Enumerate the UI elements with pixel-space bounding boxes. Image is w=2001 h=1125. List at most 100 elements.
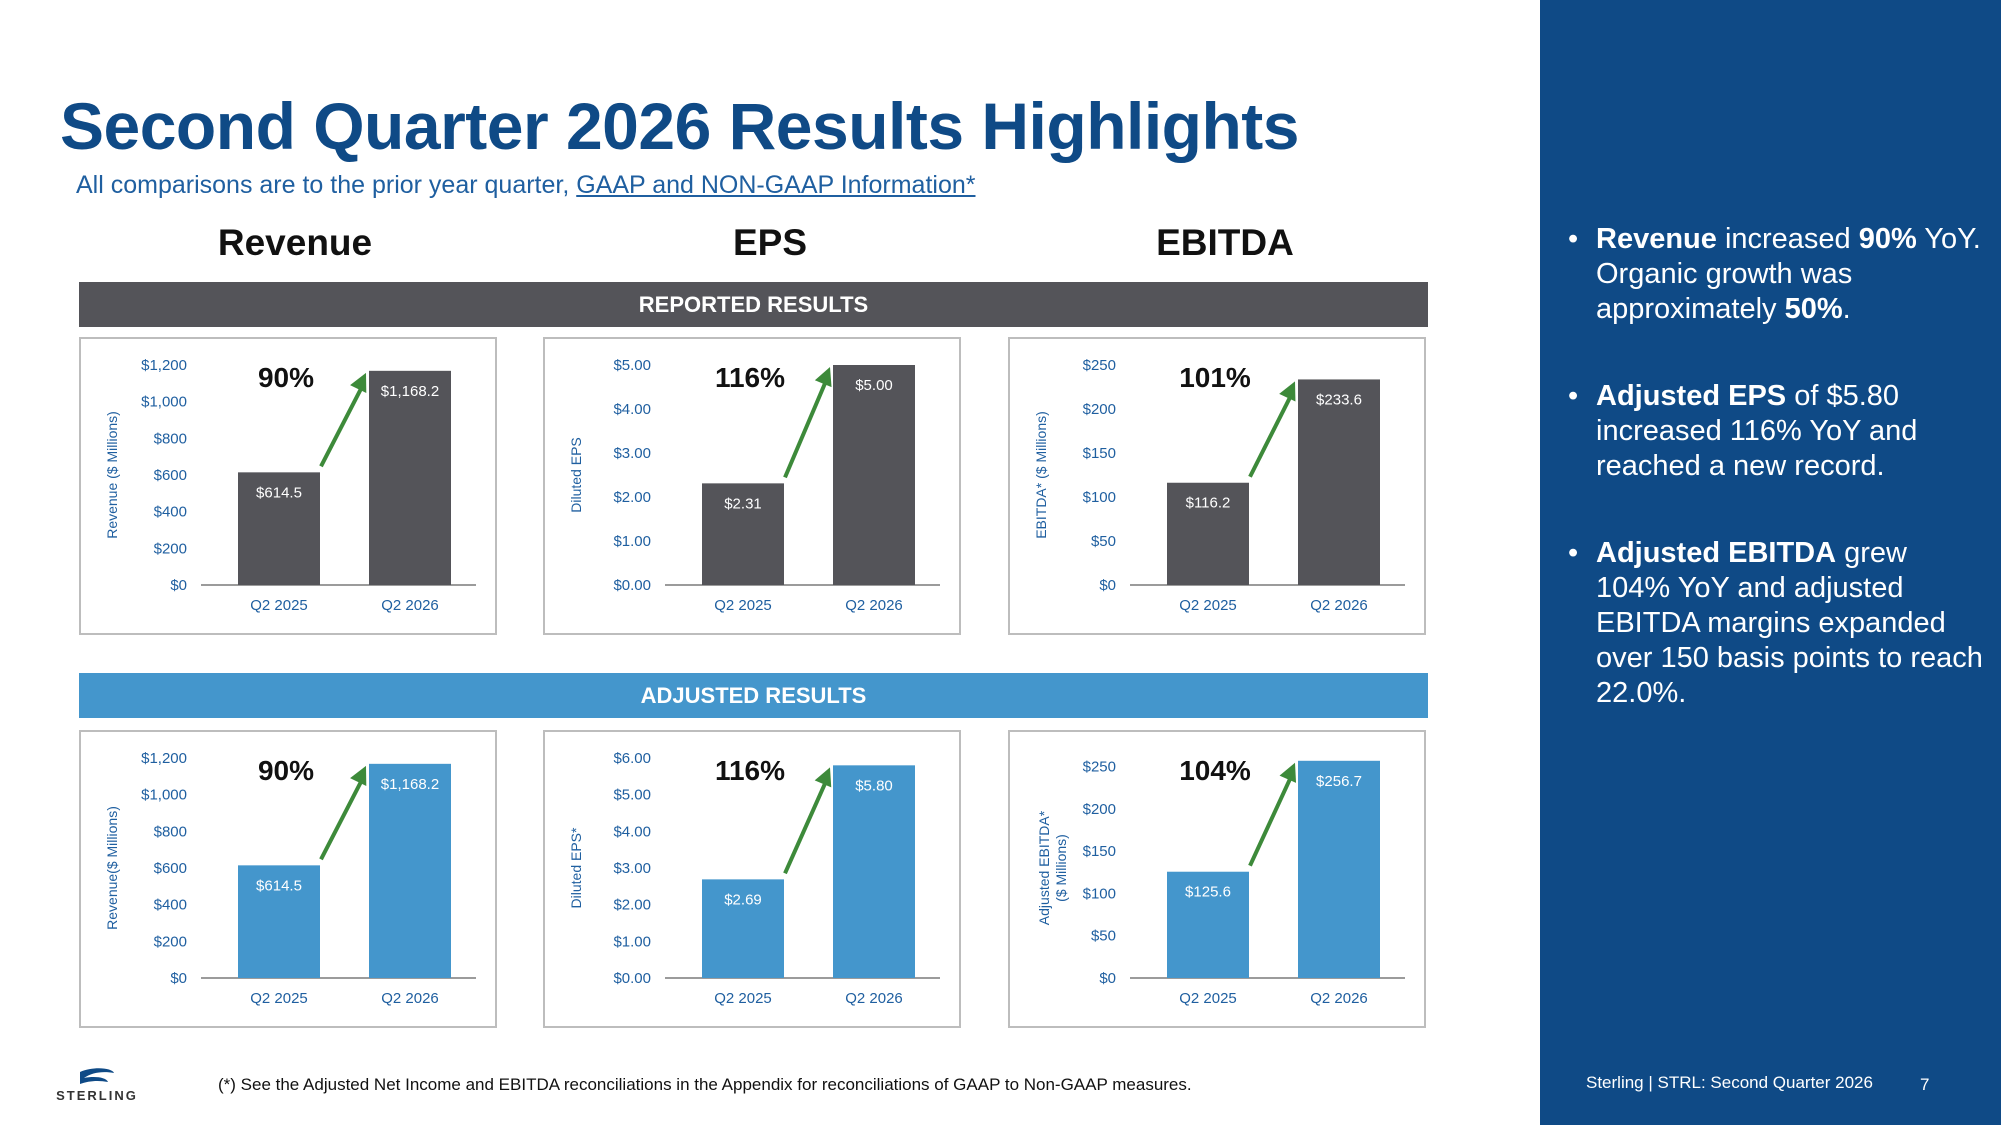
- y-axis-title: Adjusted EBITDA*: [1036, 810, 1052, 925]
- y-axis-title: Revenue ($ Millions): [104, 411, 120, 539]
- ebitda-column-heading: EBITDA: [1156, 222, 1294, 263]
- page-title: Second Quarter 2026 Results Highlights: [60, 89, 1300, 163]
- ebitda-adjusted-chart-svg: $0 $50 $100 $150 $200 $250 Adjusted EBITDA* ($ …: [1036, 755, 1405, 1007]
- bar-q2-2025: [702, 879, 784, 978]
- y-tick-label: $0.00: [613, 970, 651, 987]
- sterling-logo-mark: [80, 1068, 114, 1084]
- eps-column-heading: EPS: [732, 222, 808, 263]
- eps-reported-chart: $0.00 $1.00 $2.00 $3.00 $4.00 $5.00 Diluted EP…: [543, 337, 961, 635]
- bar-value-label: $233.6: [1316, 391, 1362, 408]
- y-tick-label: $200: [154, 933, 187, 950]
- gaap-info-link[interactable]: GAAP and NON-GAAP Information*: [576, 171, 976, 199]
- y-tick-label: $1,000: [141, 787, 187, 804]
- revenue-column-heading: Revenue: [217, 222, 373, 263]
- bar-q2-2026: [369, 370, 451, 585]
- y-axis-title-line2: ($ Millions): [1053, 834, 1069, 902]
- bar-value-label: $116.2: [1186, 495, 1231, 512]
- growth-arrow-line: [319, 778, 364, 861]
- x-tick-label: Q2 2025: [250, 990, 308, 1007]
- y-tick-label: $5.00: [613, 787, 651, 804]
- bar-value-label: $125.6: [1185, 884, 1231, 901]
- y-tick-label: $600: [154, 467, 187, 484]
- y-tick-label: $2.00: [613, 489, 651, 506]
- y-tick-label: $1,000: [141, 394, 187, 411]
- y-tick-label: $2.00: [613, 897, 651, 914]
- x-tick-label: Q2 2025: [1179, 990, 1237, 1007]
- bar-q2-2025: [1167, 871, 1249, 978]
- y-tick-label: $1,200: [141, 357, 187, 374]
- bar-value-label: $614.5: [256, 877, 302, 894]
- x-tick-label: Q2 2026: [1310, 597, 1368, 614]
- page-number: 7: [1920, 1075, 1930, 1094]
- bar-value-label: $614.5: [256, 484, 302, 501]
- bar-value-label: $2.31: [724, 495, 762, 512]
- growth-arrow-head: [1279, 381, 1296, 402]
- bar-q2-2026: [833, 765, 915, 978]
- y-tick-label: $0: [1099, 577, 1116, 594]
- growth-percent-label: 116%: [715, 362, 785, 393]
- y-tick-label: $4.00: [613, 401, 651, 418]
- y-tick-label: $100: [1083, 885, 1116, 902]
- y-tick-label: $50: [1091, 533, 1116, 550]
- y-tick-label: $1,200: [141, 750, 187, 767]
- ebitda-reported-chart-svg: $0 $50 $100 $150 $200 $250 EBITDA* ($ Millions…: [1033, 357, 1405, 614]
- x-tick-label: Q2 2026: [845, 597, 903, 614]
- revenue-reported-chart-svg: $0 $200 $400 $600 $800 $1,000 $1,200 Revenue ($…: [104, 357, 476, 614]
- x-tick-label: Q2 2025: [1179, 597, 1237, 614]
- bar-q2-2025: [1167, 482, 1249, 585]
- y-axis-title: EBITDA* ($ Millions): [1033, 411, 1049, 539]
- bar-q2-2025: [702, 483, 784, 585]
- revenue-reported-chart: $0 $200 $400 $600 $800 $1,000 $1,200 Revenue ($…: [79, 337, 497, 635]
- bullet-revenue: Revenue increased 90% YoY. Organic growt…: [1568, 222, 1988, 327]
- bar-value-label: $2.69: [724, 891, 762, 908]
- y-axis-title: Diluted EPS*: [568, 827, 584, 908]
- y-tick-label: $800: [154, 823, 187, 840]
- x-tick-label: Q2 2025: [714, 597, 772, 614]
- growth-arrow-head: [350, 765, 367, 786]
- bar-value-label: $256.7: [1316, 773, 1362, 790]
- growth-arrow-head: [814, 367, 832, 388]
- eps-reported-chart-svg: $0.00 $1.00 $2.00 $3.00 $4.00 $5.00 Diluted EP…: [568, 357, 940, 614]
- growth-percent-label: 90%: [258, 362, 314, 393]
- revenue-adjusted-chart: $0 $200 $400 $600 $800 $1,000 $1,200 Revenue($ …: [79, 730, 497, 1028]
- reported-results-band: REPORTED RESULTS: [79, 282, 1428, 327]
- growth-arrow-line: [319, 385, 364, 468]
- y-tick-label: $400: [154, 897, 187, 914]
- highlights-list: Revenue increased 90% YoY. Organic growt…: [1568, 222, 1988, 763]
- growth-percent-label: 104%: [1179, 755, 1251, 786]
- y-tick-label: $3.00: [613, 445, 651, 462]
- sterling-logo-text: STERLING: [56, 1088, 138, 1103]
- bar-q2-2026: [1298, 379, 1380, 585]
- y-tick-label: $6.00: [613, 750, 651, 767]
- slide-footer: Sterling | STRL: Second Quarter 2026: [1586, 1073, 1873, 1092]
- x-tick-label: Q2 2026: [845, 990, 903, 1007]
- subtitle: All comparisons are to the prior year qu…: [76, 171, 976, 200]
- y-tick-label: $200: [154, 540, 187, 557]
- y-tick-label: $0: [170, 970, 187, 987]
- bar-q2-2026: [369, 763, 451, 978]
- revenue-adjusted-chart-svg: $0 $200 $400 $600 $800 $1,000 $1,200 Revenue($ …: [104, 750, 476, 1007]
- ebitda-reported-chart: $0 $50 $100 $150 $200 $250 EBITDA* ($ Millions…: [1008, 337, 1426, 635]
- growth-arrow-line: [783, 380, 828, 479]
- bar-value-label: $1,168.2: [381, 776, 439, 793]
- bar-q2-2026: [1298, 760, 1380, 978]
- y-tick-label: $0: [1099, 970, 1116, 987]
- y-tick-label: $3.00: [613, 860, 651, 877]
- growth-arrow-head: [814, 767, 832, 788]
- x-tick-label: Q2 2026: [381, 597, 439, 614]
- sterling-logo: STERLING: [56, 1068, 138, 1103]
- y-tick-label: $250: [1083, 758, 1116, 775]
- growth-percent-label: 90%: [258, 755, 314, 786]
- bar-q2-2025: [238, 472, 320, 585]
- y-tick-label: $4.00: [613, 823, 651, 840]
- y-tick-label: $0.00: [613, 577, 651, 594]
- y-tick-label: $250: [1083, 357, 1116, 374]
- bar-value-label: $5.80: [855, 777, 893, 794]
- growth-arrow-line: [783, 780, 828, 875]
- x-tick-label: Q2 2026: [1310, 990, 1368, 1007]
- highlights-sidebar: Revenue increased 90% YoY. Organic growt…: [1540, 0, 2001, 1125]
- eps-adjusted-chart-svg: $0.00 $1.00 $2.00 $3.00 $4.00 $5.00 $6.00 Dilut…: [568, 750, 940, 1007]
- bullet-adjusted-ebitda: Adjusted EBITDA grew 104% YoY and adjust…: [1568, 536, 1988, 711]
- y-tick-label: $200: [1083, 401, 1116, 418]
- y-tick-label: $1.00: [613, 933, 651, 950]
